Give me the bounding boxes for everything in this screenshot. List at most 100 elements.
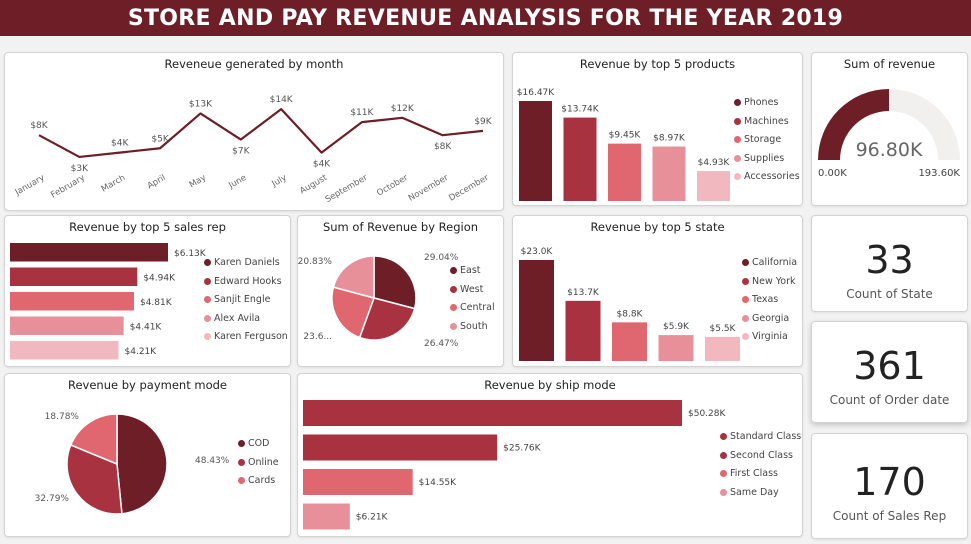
legend-label: Virginia [752, 331, 788, 342]
legend-item[interactable]: Virginia [742, 331, 797, 350]
monthly-data-label: $13K [189, 99, 213, 109]
legend-item[interactable]: COD [238, 438, 279, 457]
legend-item[interactable]: Cards [238, 475, 279, 494]
legend-item[interactable]: Standard Class [720, 431, 801, 450]
legend-item[interactable]: East [450, 265, 495, 284]
legend-item[interactable]: Edward Hooks [204, 276, 288, 295]
payment-data-label: 48.43% [195, 456, 230, 466]
legend-label: COD [248, 438, 270, 449]
count-state-label: Count of State [846, 287, 933, 301]
legend-item[interactable]: Storage [734, 134, 800, 153]
legend-item[interactable]: Same Day [720, 487, 801, 506]
legend-dot-icon [720, 433, 727, 440]
legend-label: Standard Class [730, 431, 802, 442]
region-data-label: 26.47% [424, 339, 459, 349]
legend-item[interactable]: Sanjit Engle [204, 294, 288, 313]
monthly-data-label: $14K [270, 95, 294, 105]
count-order-date-label: Count of Order date [829, 393, 950, 407]
shipmode-bar [303, 434, 498, 461]
legend-dot-icon [742, 259, 749, 266]
region-slice [373, 255, 417, 310]
legend-dot-icon [734, 154, 741, 162]
legend-label: Storage [744, 134, 782, 145]
state-data-label: $23.0K [521, 247, 554, 257]
legend-item[interactable]: Supplies [734, 153, 800, 172]
salesrep-data-label: $4.21K [125, 347, 158, 357]
legend-item[interactable]: Machines [734, 116, 800, 135]
legend-label: Second Class [730, 449, 793, 461]
sum-revenue-gauge: 96.80K 0.00K 193.60K [818, 89, 960, 179]
monthly-axis-tick: June [226, 173, 248, 191]
shipmode-bar [303, 400, 682, 426]
legend-item[interactable]: Karen Ferguson [204, 331, 288, 350]
top-state-card[interactable]: Revenue by top 5 state $23.0K $13.7K $8.8K… [512, 215, 803, 367]
region-data-label: 23.6... [303, 332, 332, 342]
monthly-axis-tick: December [447, 173, 491, 204]
legend-dot-icon [238, 477, 245, 484]
legend-dot-icon [450, 304, 457, 311]
monthly-revenue-card[interactable]: Reveneue generated by month $8K January $3… [4, 52, 504, 211]
legend-item[interactable]: Central [450, 302, 495, 321]
monthly-axis-tick: February [49, 173, 87, 200]
salesrep-data-label: $4.41K [130, 323, 163, 333]
top-products-title: Revenue by top 5 products [579, 57, 736, 71]
legend-item[interactable]: Online [238, 457, 279, 476]
payment-mode-card[interactable]: Revenue by payment mode 48.43% 32.79% 18.7… [4, 373, 291, 537]
legend-dot-icon [734, 99, 741, 106]
top-salesrep-card[interactable]: Revenue by top 5 sales rep $6.13K $4.94K $… [4, 215, 291, 367]
legend-label: Phones [744, 97, 779, 108]
legend-item[interactable]: California [742, 257, 797, 276]
legend-label: California [752, 257, 798, 268]
count-state-card[interactable]: 33 Count of State [811, 215, 968, 312]
product-bar [652, 146, 686, 201]
legend-item[interactable]: Texas [742, 294, 797, 313]
region-revenue-pie: 29.04% 26.47% 23.6... 20.83% [298, 253, 459, 349]
legend-item[interactable]: West [450, 284, 495, 303]
salesrep-data-label: $4.94K [143, 274, 176, 284]
region-slice [358, 297, 416, 341]
legend-dot-icon [734, 173, 741, 180]
shipmode-data-label: $14.55K [419, 478, 457, 488]
state-bar [658, 335, 694, 361]
region-revenue-title: Sum of Revenue by Region [322, 220, 479, 234]
legend-item[interactable]: Karen Daniels [204, 257, 288, 276]
top-salesrep-legend: Karen Daniels Edward Hooks Sanjit Engle Ale… [204, 257, 288, 350]
state-bar [705, 336, 740, 361]
legend-item[interactable]: South [450, 321, 495, 340]
top-products-card[interactable]: Revenue by top 5 products $16.47K $13.74K… [512, 52, 803, 206]
legend-dot-icon [720, 488, 727, 496]
legend-item[interactable]: Georgia [742, 313, 797, 332]
count-sales-rep-card[interactable]: 170 Count of Sales Rep [811, 433, 968, 539]
legend-label: Karen Daniels [214, 257, 280, 268]
legend-dot-icon [720, 451, 727, 459]
legend-item[interactable]: Phones [734, 97, 800, 116]
monthly-axis-tick: March [100, 173, 127, 195]
count-order-date-card[interactable]: 361 Count of Order date [811, 321, 968, 423]
salesrep-data-label: $6.13K [174, 249, 207, 259]
legend-dot-icon [204, 314, 211, 322]
legend-label: Online [248, 456, 279, 468]
region-revenue-card[interactable]: Sum of Revenue by Region 29.04% 26.47% 23.… [297, 215, 504, 367]
ship-mode-card[interactable]: Revenue by ship mode $50.28K $25.76K $14.5… [297, 373, 803, 537]
count-order-date-value: 361 [853, 344, 926, 388]
gauge-fill [818, 89, 889, 160]
legend-item[interactable]: New York [742, 276, 797, 295]
legend-dot-icon [734, 117, 741, 125]
monthly-data-label: $7K [232, 147, 250, 157]
legend-item[interactable]: Second Class [720, 450, 801, 469]
legend-label: Georgia [752, 312, 790, 324]
legend-item[interactable]: Accessories [734, 171, 800, 190]
monthly-revenue-title: Reveneue generated by month [164, 57, 344, 71]
product-bar [608, 143, 641, 201]
top-state-legend: California New York Texas Georgia Virginia [742, 257, 797, 350]
monthly-revenue-line [38, 107, 484, 159]
legend-label: Alex Avila [214, 312, 261, 324]
legend-item[interactable]: Alex Avila [204, 313, 288, 332]
legend-item[interactable]: First Class [720, 468, 801, 487]
state-bar [519, 260, 554, 361]
salesrep-bar [10, 243, 168, 262]
legend-dot-icon [742, 277, 749, 285]
sum-revenue-card[interactable]: Sum of revenue 96.80K 0.00K 193.60K [811, 52, 968, 206]
legend-label: Central [460, 302, 495, 313]
legend-label: Accessories [744, 171, 800, 182]
